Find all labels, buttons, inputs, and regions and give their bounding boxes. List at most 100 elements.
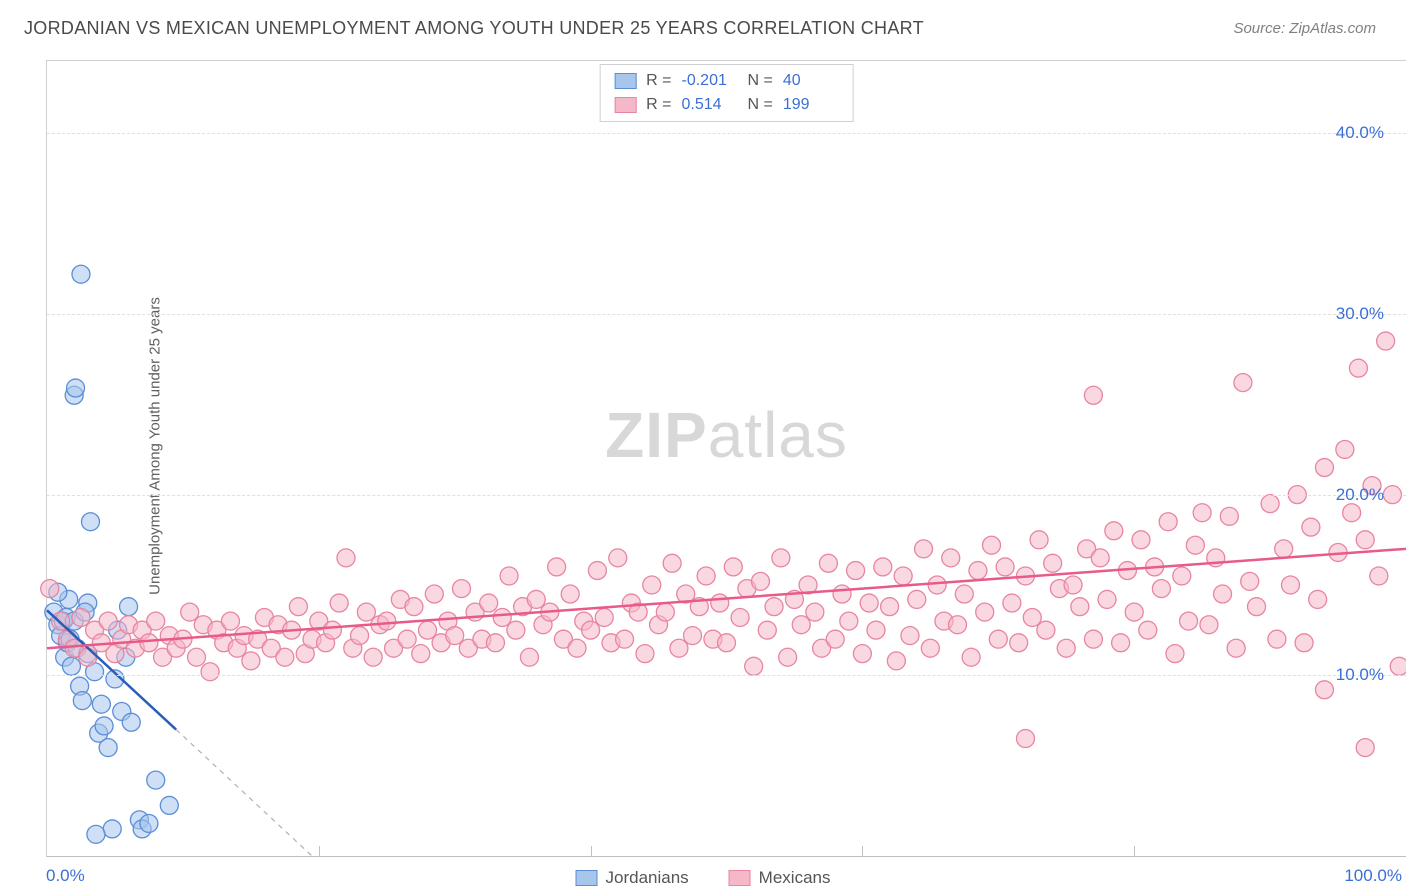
data-point bbox=[337, 549, 355, 567]
data-point bbox=[1010, 634, 1028, 652]
data-point bbox=[201, 663, 219, 681]
data-point bbox=[806, 603, 824, 621]
x-tick-mark bbox=[1134, 846, 1135, 856]
correlation-stats-box: R = -0.201 N = 40 R = 0.514 N = 199 bbox=[599, 64, 854, 122]
data-point bbox=[1132, 531, 1150, 549]
data-point bbox=[1214, 585, 1232, 603]
data-point bbox=[915, 540, 933, 558]
stat-r-value: 0.514 bbox=[682, 93, 738, 117]
data-point bbox=[1227, 639, 1245, 657]
data-point bbox=[323, 621, 341, 639]
gridline bbox=[47, 133, 1406, 134]
data-point bbox=[908, 590, 926, 608]
data-point bbox=[1193, 504, 1211, 522]
data-point bbox=[364, 648, 382, 666]
data-point bbox=[1112, 634, 1130, 652]
data-point bbox=[99, 612, 117, 630]
x-tick-label: 100.0% bbox=[1344, 866, 1402, 886]
data-point bbox=[1084, 630, 1102, 648]
data-point bbox=[1098, 590, 1116, 608]
scatter-svg bbox=[47, 61, 1406, 856]
data-point bbox=[92, 695, 110, 713]
data-point bbox=[670, 639, 688, 657]
data-point bbox=[745, 657, 763, 675]
data-point bbox=[568, 639, 586, 657]
data-point bbox=[1343, 504, 1361, 522]
data-point bbox=[962, 648, 980, 666]
data-point bbox=[1186, 536, 1204, 554]
gridline bbox=[47, 495, 1406, 496]
y-tick-label: 10.0% bbox=[1336, 665, 1384, 685]
data-point bbox=[1003, 594, 1021, 612]
x-tick-label: 0.0% bbox=[46, 866, 85, 886]
data-point bbox=[1248, 598, 1266, 616]
data-point bbox=[697, 567, 715, 585]
data-point bbox=[582, 621, 600, 639]
data-point bbox=[1091, 549, 1109, 567]
data-point bbox=[1057, 639, 1075, 657]
data-point bbox=[81, 513, 99, 531]
data-point bbox=[561, 585, 579, 603]
data-point bbox=[1084, 386, 1102, 404]
stat-row: R = -0.201 N = 40 bbox=[614, 69, 839, 93]
data-point bbox=[1295, 634, 1313, 652]
data-point bbox=[867, 621, 885, 639]
source-attribution: Source: ZipAtlas.com bbox=[1233, 20, 1376, 37]
data-point bbox=[446, 627, 464, 645]
data-point bbox=[548, 558, 566, 576]
data-point bbox=[378, 612, 396, 630]
data-point bbox=[1241, 572, 1259, 590]
data-point bbox=[595, 609, 613, 627]
data-point bbox=[72, 609, 90, 627]
data-point bbox=[1268, 630, 1286, 648]
data-point bbox=[527, 590, 545, 608]
data-point bbox=[1037, 621, 1055, 639]
data-point bbox=[99, 739, 117, 757]
data-point bbox=[1261, 495, 1279, 513]
data-point bbox=[942, 549, 960, 567]
stat-r-label: R = bbox=[646, 69, 671, 93]
data-point bbox=[1234, 374, 1252, 392]
stat-n-value: 199 bbox=[783, 93, 839, 117]
data-point bbox=[1315, 459, 1333, 477]
data-point bbox=[425, 585, 443, 603]
data-point bbox=[636, 645, 654, 663]
data-point bbox=[1315, 681, 1333, 699]
legend: JordaniansMexicans bbox=[576, 868, 831, 888]
data-point bbox=[1390, 657, 1406, 675]
data-point bbox=[140, 634, 158, 652]
data-point bbox=[1349, 359, 1367, 377]
data-point bbox=[453, 580, 471, 598]
data-point bbox=[520, 648, 538, 666]
data-point bbox=[955, 585, 973, 603]
data-point bbox=[833, 585, 851, 603]
data-point bbox=[718, 634, 736, 652]
legend-swatch bbox=[576, 870, 598, 886]
data-point bbox=[1309, 590, 1327, 608]
data-point bbox=[1044, 554, 1062, 572]
data-point bbox=[663, 554, 681, 572]
data-point bbox=[242, 652, 260, 670]
data-point bbox=[724, 558, 742, 576]
data-point bbox=[507, 621, 525, 639]
data-point bbox=[1336, 440, 1354, 458]
stat-r-label: R = bbox=[646, 93, 671, 117]
data-point bbox=[1139, 621, 1157, 639]
gridline bbox=[47, 314, 1406, 315]
data-point bbox=[221, 612, 239, 630]
data-point bbox=[160, 796, 178, 814]
data-point bbox=[758, 621, 776, 639]
data-point bbox=[1030, 531, 1048, 549]
data-point bbox=[996, 558, 1014, 576]
data-point bbox=[486, 634, 504, 652]
data-point bbox=[643, 576, 661, 594]
data-point bbox=[983, 536, 1001, 554]
data-point bbox=[901, 627, 919, 645]
data-point bbox=[67, 379, 85, 397]
y-tick-label: 20.0% bbox=[1336, 485, 1384, 505]
data-point bbox=[1356, 531, 1374, 549]
data-point bbox=[147, 612, 165, 630]
data-point bbox=[1377, 332, 1395, 350]
data-point bbox=[989, 630, 1007, 648]
data-point bbox=[921, 639, 939, 657]
